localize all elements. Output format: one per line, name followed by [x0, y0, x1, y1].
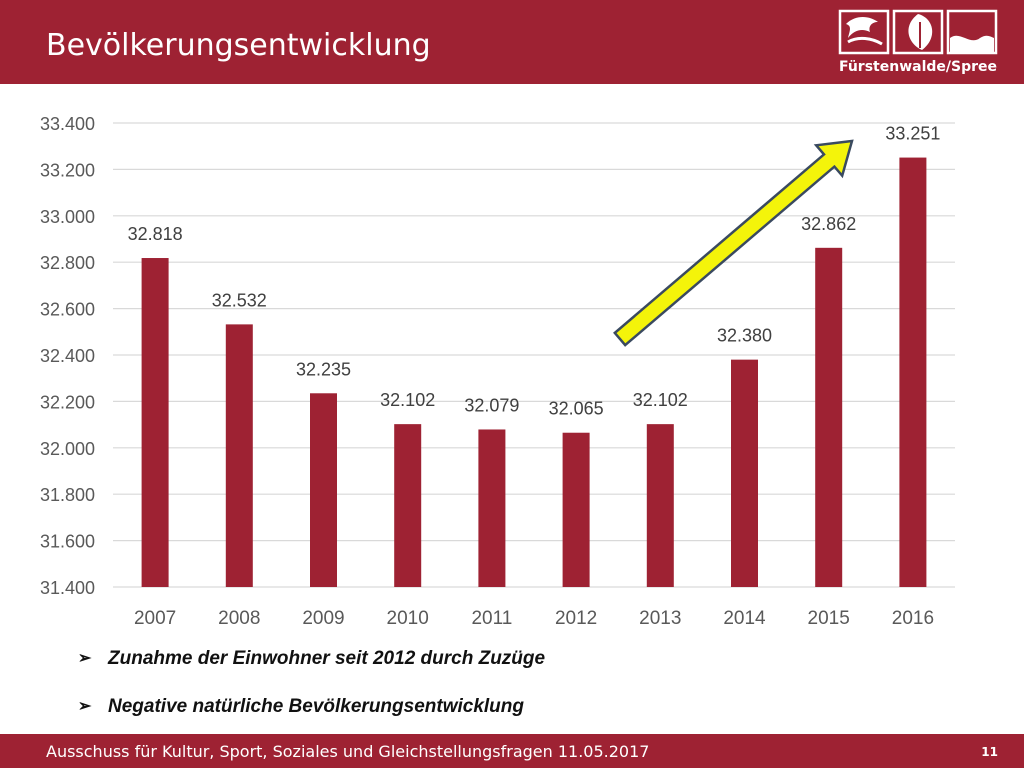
bar	[815, 247, 843, 588]
bullet-text: Zunahme der Einwohner seit 2012 durch Zu…	[108, 648, 546, 669]
bullet-list: ➢ Zunahme der Einwohner seit 2012 durch …	[78, 644, 545, 740]
x-tick-label: 2015	[808, 608, 850, 629]
bar	[310, 393, 337, 587]
logo-text: Fürstenwalde/Spree	[838, 59, 998, 75]
logo: Fürstenwalde/Spree	[838, 8, 998, 78]
bar	[562, 432, 590, 587]
footer-bar	[0, 734, 1024, 768]
y-tick-label: 31.400	[40, 578, 95, 598]
y-tick-label: 32.600	[40, 300, 95, 320]
y-tick-label: 31.800	[40, 485, 95, 505]
city-emblem-icon	[838, 9, 998, 55]
data-label: 32.102	[633, 390, 688, 410]
bullet-item: ➢ Zunahme der Einwohner seit 2012 durch …	[78, 644, 545, 692]
data-label: 32.862	[801, 214, 856, 234]
x-tick-label: 2016	[892, 608, 934, 629]
bar	[394, 424, 422, 587]
x-tick-label: 2007	[134, 608, 176, 629]
x-tick-label: 2008	[218, 608, 260, 629]
data-label: 32.079	[464, 395, 519, 415]
y-tick-label: 32.800	[40, 253, 95, 273]
bar	[225, 324, 253, 587]
data-label: 32.065	[549, 399, 604, 419]
bullet-text: Negative natürliche Bevölkerungsentwickl…	[108, 696, 524, 717]
bar	[899, 157, 927, 587]
x-tick-label: 2011	[471, 608, 512, 629]
x-tick-label: 2009	[302, 608, 344, 629]
y-tick-label: 32.200	[40, 392, 95, 412]
bar	[731, 359, 758, 587]
bar	[478, 429, 506, 587]
data-label: 32.380	[717, 326, 772, 346]
data-label: 32.532	[212, 290, 267, 310]
bar	[141, 258, 169, 587]
data-label: 32.818	[128, 224, 183, 244]
x-tick-label: 2014	[723, 608, 766, 629]
y-tick-label: 32.000	[40, 439, 95, 459]
data-label: 33.251	[885, 124, 940, 144]
arrow-bullet-icon: ➢	[78, 650, 92, 667]
arrow-bullet-icon: ➢	[78, 698, 92, 715]
x-tick-label: 2012	[555, 608, 597, 629]
bar	[646, 424, 674, 587]
y-tick-label: 32.400	[40, 346, 95, 366]
footer-text: Ausschuss für Kultur, Sport, Soziales un…	[46, 742, 650, 761]
x-tick-label: 2010	[387, 608, 429, 629]
population-bar-chart: 31.400 31.600 31.800 32.000 32.200 32.400 32.6…	[40, 114, 955, 629]
page-number: 11	[981, 745, 998, 759]
trend-arrow-icon	[613, 139, 854, 347]
page-title: Bevölkerungsentwicklung	[46, 28, 431, 63]
y-tick-label: 31.600	[40, 532, 95, 552]
bullet-item: ➢ Negative natürliche Bevölkerungsentwic…	[78, 692, 545, 740]
data-label: 32.235	[296, 359, 351, 379]
y-tick-label: 33.200	[40, 160, 95, 180]
x-tick-label: 2013	[639, 608, 681, 629]
header-bar	[0, 0, 1024, 84]
y-tick-label: 33.400	[40, 114, 95, 134]
data-label: 32.102	[380, 390, 435, 410]
y-tick-label: 33.000	[40, 207, 95, 227]
